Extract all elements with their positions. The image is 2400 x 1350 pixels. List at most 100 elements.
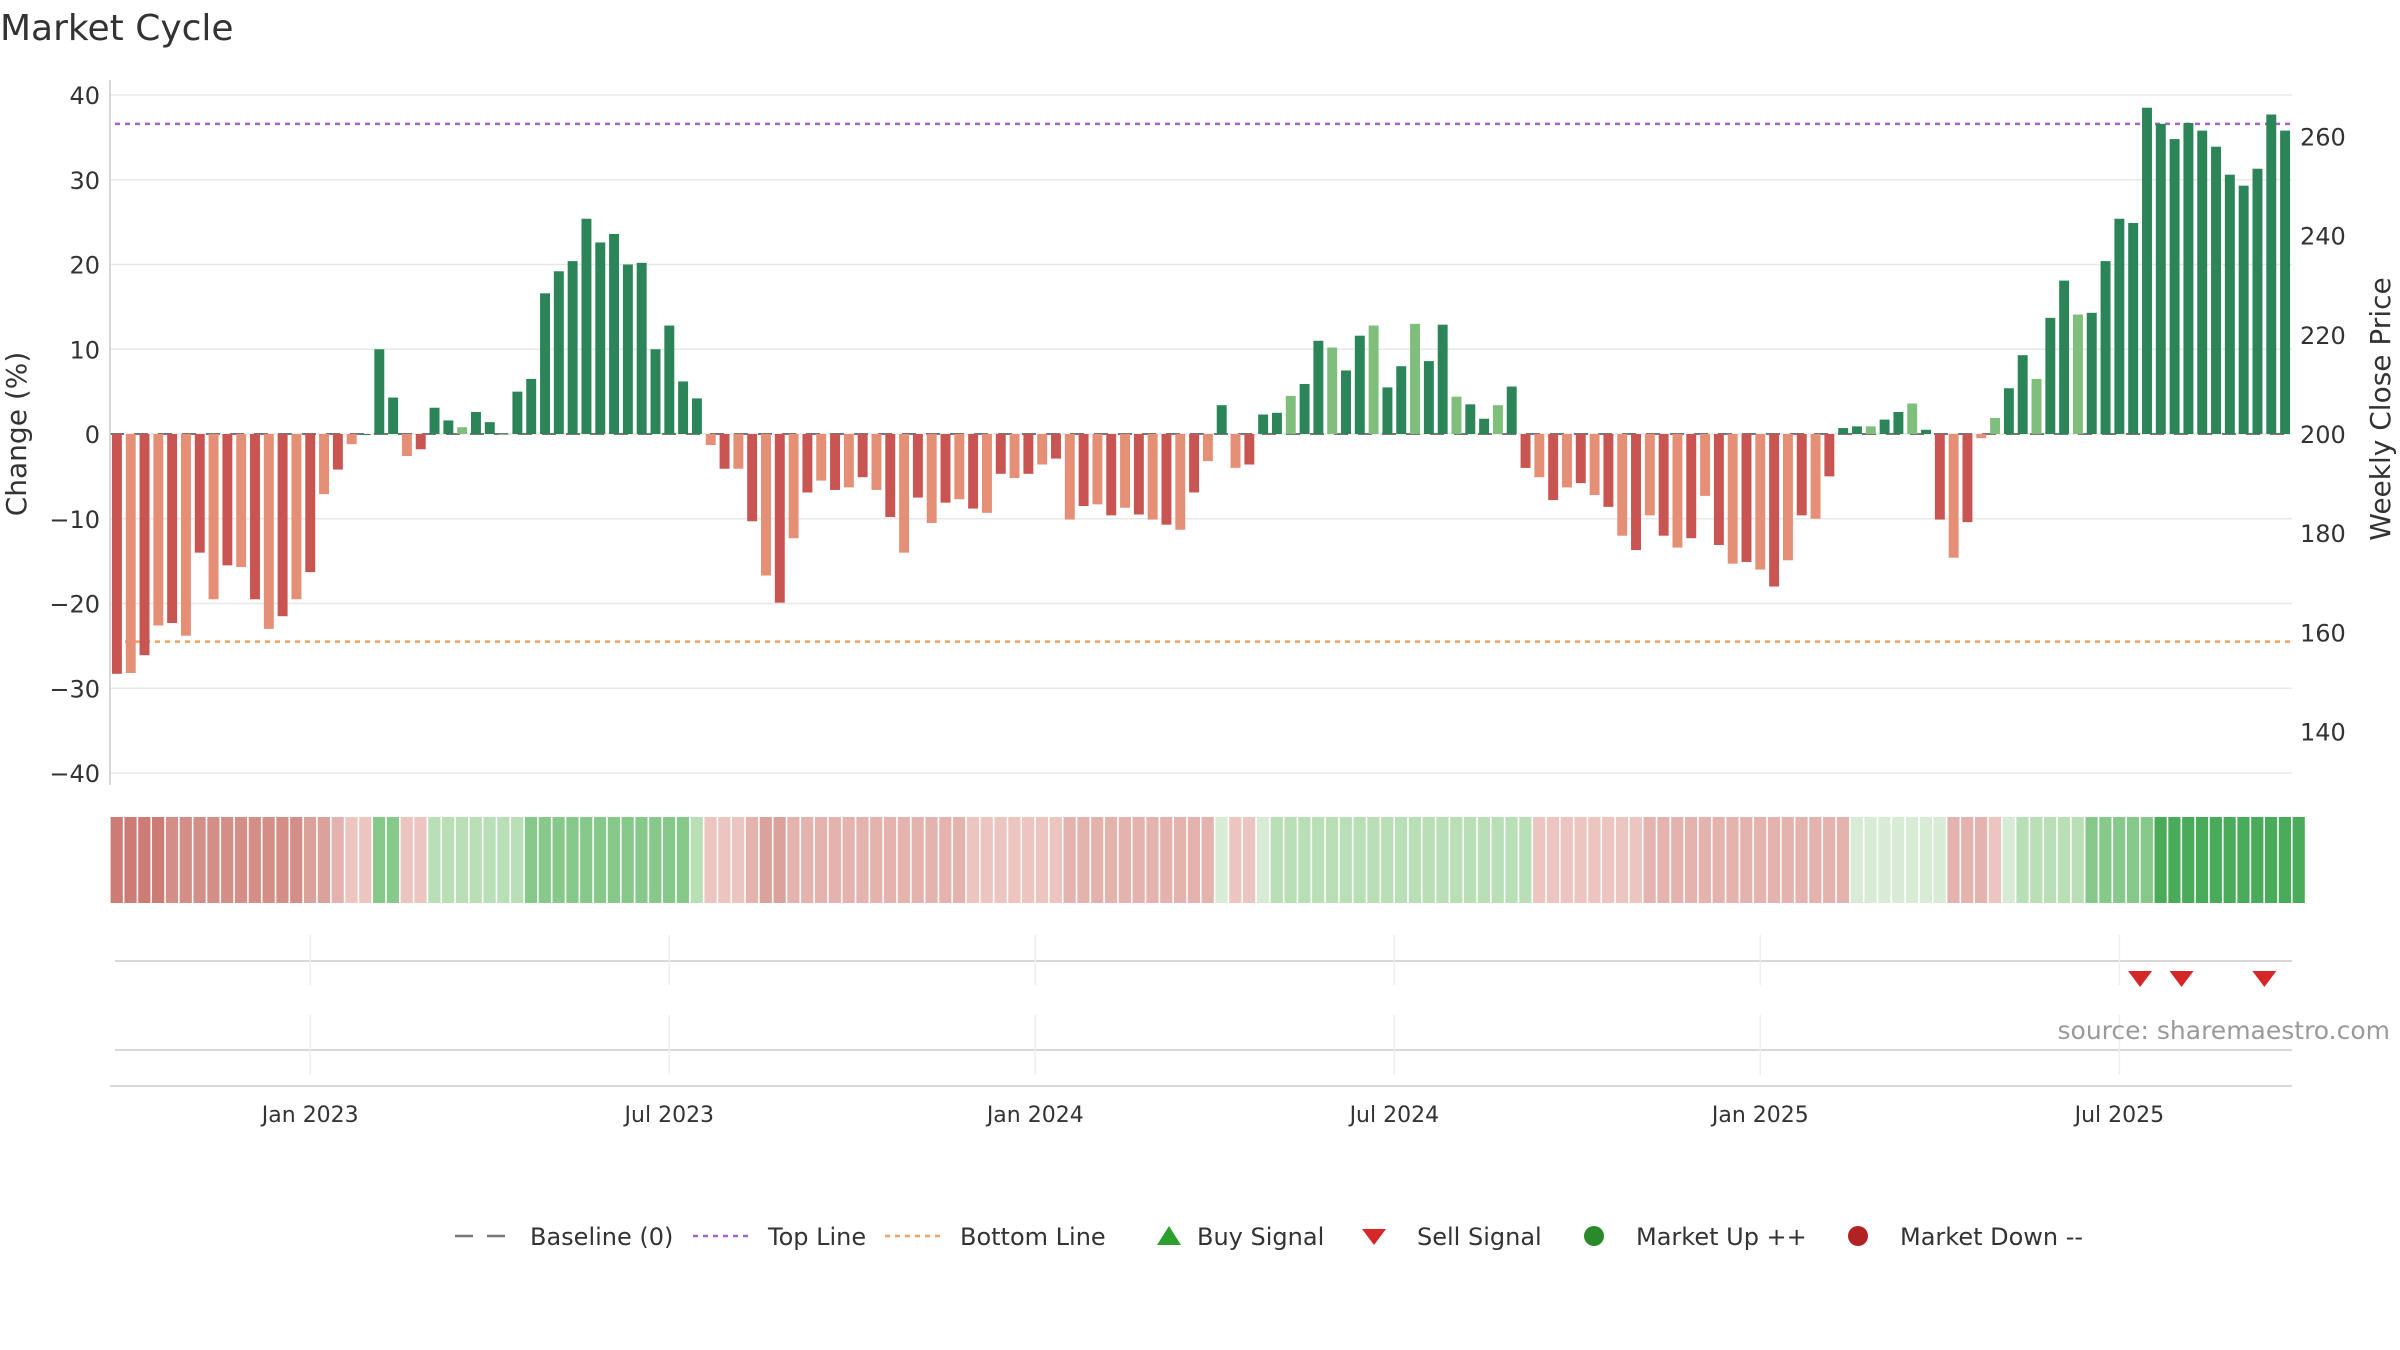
strength-cell [345, 817, 358, 903]
legend-item-sell: Sell Signal [1362, 1223, 1542, 1251]
strength-cell [580, 817, 593, 903]
strength-cell [483, 817, 496, 903]
strength-cell [1933, 817, 1946, 903]
bars-layer [111, 107, 2291, 674]
strength-cell [2168, 817, 2181, 903]
legend-swatch [1157, 1226, 1181, 1245]
bar [1230, 434, 1241, 468]
bar [1810, 434, 1821, 519]
bar [650, 349, 661, 434]
y-left-tick: −30 [49, 675, 100, 703]
bar [2045, 317, 2056, 434]
bar [2169, 139, 2180, 434]
bar [1037, 434, 1048, 465]
strength-cell [980, 817, 993, 903]
strength-cell [1118, 817, 1131, 903]
x-tick-label: Jan 2023 [260, 1103, 359, 1128]
bar [871, 434, 882, 490]
bar [429, 407, 440, 434]
bar [1465, 404, 1476, 434]
strength-cell [2223, 817, 2236, 903]
strength-cell [1436, 817, 1449, 903]
bar [1769, 434, 1780, 587]
bar [1562, 434, 1572, 488]
strength-cell [1091, 817, 1104, 903]
sell-signal-marker [2252, 971, 2277, 987]
strength-cell [1974, 817, 1988, 903]
bar [1161, 434, 1172, 525]
y-right-label: Weekly Close Price [2364, 277, 2397, 540]
strength-cell [1850, 817, 1863, 903]
strength-cell [1367, 817, 1380, 903]
bar [1216, 405, 1227, 434]
bar [1271, 412, 1282, 434]
bar [733, 434, 744, 469]
strength-cell [1077, 817, 1090, 903]
legend-label: Market Up ++ [1636, 1223, 1807, 1251]
bar [761, 434, 771, 576]
bar [1064, 434, 1075, 520]
strength-cell [1726, 817, 1739, 903]
bar [484, 422, 495, 434]
strength-cell [1905, 817, 1919, 903]
bar [1078, 434, 1089, 507]
strength-cell [1892, 817, 1905, 903]
bar [1686, 434, 1697, 539]
strength-cell [1325, 817, 1339, 903]
legend-label: Market Down -- [1900, 1223, 2083, 1251]
strength-cell [1132, 817, 1145, 903]
bar [360, 434, 371, 435]
bar [1782, 434, 1793, 561]
bar [1023, 434, 1034, 474]
bar [2266, 114, 2277, 435]
strength-cell [469, 817, 482, 903]
bar [774, 434, 785, 603]
y-left-tick: 30 [69, 167, 100, 195]
strength-cell [801, 817, 814, 903]
bar [981, 434, 992, 513]
bar [139, 434, 150, 656]
bar [1341, 370, 1351, 434]
strength-cell [635, 817, 648, 903]
sell-signal-marker [2169, 971, 2194, 987]
strength-cell [1574, 817, 1587, 903]
bar [2183, 122, 2194, 434]
strength-cell [814, 817, 828, 903]
bar [1051, 434, 1061, 459]
bar [1106, 434, 1117, 516]
bar [567, 261, 578, 434]
strength-cell [745, 817, 759, 903]
bar [2280, 130, 2291, 434]
bar [1520, 434, 1531, 468]
strength-cell [1546, 817, 1560, 903]
bar [1852, 426, 1862, 434]
strength-cell [649, 817, 662, 903]
bar [940, 434, 951, 503]
strength-cell [1394, 817, 1408, 903]
strength-cell [1988, 817, 2001, 903]
bar [332, 434, 343, 470]
strength-cell [1615, 817, 1629, 903]
bar [2086, 312, 2097, 434]
strength-cell [1463, 817, 1477, 903]
legend-swatch [1362, 1229, 1386, 1245]
strength-cell [1671, 817, 1684, 903]
strength-cell [1477, 817, 1491, 903]
strength-cell [290, 817, 303, 903]
bar [167, 434, 178, 623]
bar [111, 434, 122, 674]
bar [2238, 185, 2249, 434]
strength-cell [1767, 817, 1781, 903]
bar [1755, 434, 1766, 570]
y-left-label: Change (%) [0, 352, 33, 517]
bar [277, 434, 288, 617]
strength-cell [1836, 817, 1850, 903]
bar [1009, 434, 1020, 479]
bar [899, 434, 910, 553]
bar [1175, 434, 1186, 530]
strength-cell [193, 817, 206, 903]
strength-cell [1643, 817, 1656, 903]
bar [1258, 414, 1269, 434]
bar [1907, 403, 1918, 434]
strength-cell [372, 817, 386, 903]
